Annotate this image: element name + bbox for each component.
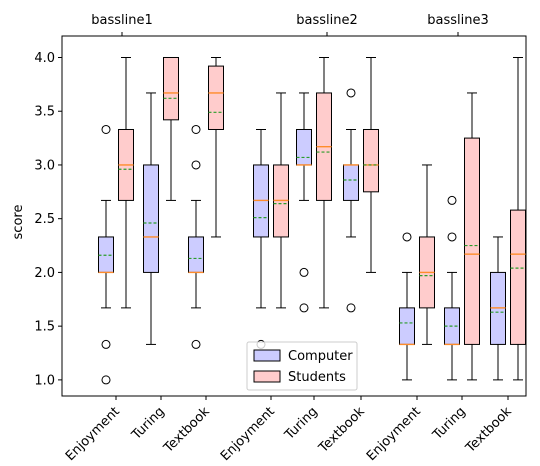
legend-label-computer: Computer <box>288 349 353 364</box>
outlier-point <box>191 160 201 170</box>
box-students <box>363 56 379 273</box>
box-computer <box>343 88 359 313</box>
y-tick-label: 4.0 <box>34 51 55 66</box>
iqr-box <box>208 65 224 130</box>
outlier-point <box>101 375 111 385</box>
iqr-box <box>464 137 480 345</box>
top-group-label: bassline3 <box>427 13 489 28</box>
iqr-box <box>343 164 359 201</box>
box-series <box>98 56 526 385</box>
outlier-point <box>346 88 356 98</box>
box-computer <box>143 92 159 345</box>
box-computer <box>253 128 269 349</box>
box-students <box>273 92 289 309</box>
top-group-label: bassline2 <box>296 13 358 28</box>
outlier-point <box>346 303 356 313</box>
y-tick-label: 1.0 <box>34 373 55 388</box>
y-tick-label: 1.5 <box>34 320 55 335</box>
outlier-point <box>101 339 111 349</box>
iqr-box <box>143 164 159 273</box>
box-students <box>208 56 224 238</box>
x-tick-label: Turing <box>128 404 167 443</box>
outlier-point <box>402 232 412 242</box>
x-tick-label: Textbook <box>161 404 214 457</box>
iqr-box <box>188 236 204 273</box>
box-students <box>316 56 332 309</box>
legend-swatch-computer <box>253 349 281 362</box>
x-tick-label: Enjoyment <box>63 404 123 464</box>
box-computer <box>98 124 114 385</box>
outlier-point <box>101 124 111 134</box>
x-tick-label: Turing <box>429 404 468 443</box>
x-tick-label: Enjoyment <box>218 404 278 464</box>
outlier-point <box>191 124 201 134</box>
box-students <box>464 92 480 381</box>
box-computer <box>296 92 312 313</box>
top-group-label: bassline1 <box>91 13 153 28</box>
box-computer <box>188 124 204 349</box>
y-tick-label: 2.0 <box>34 266 55 281</box>
y-tick-label: 2.5 <box>34 212 55 227</box>
y-tick-label: 3.0 <box>34 158 55 173</box>
x-tick-label: Turing <box>281 404 320 443</box>
box-students <box>163 56 179 201</box>
y-tick-label: 3.5 <box>34 105 55 120</box>
iqr-box <box>399 307 415 345</box>
legend-swatch-students <box>253 370 281 383</box>
outlier-point <box>447 195 457 205</box>
x-tick-label: Enjoyment <box>364 404 424 464</box>
box-students <box>118 56 134 309</box>
y-axis-label: score <box>11 205 26 240</box>
x-tick-label: Textbook <box>316 404 369 457</box>
legend-label-students: Students <box>288 370 346 385</box>
box-students <box>419 164 435 345</box>
plot-frame <box>61 35 527 397</box>
iqr-box <box>163 56 179 121</box>
box-computer <box>444 195 460 381</box>
box-students <box>510 56 526 381</box>
top-axis-group-labels: bassline1 bassline2 bassline3 <box>91 13 489 36</box>
iqr-box <box>363 128 379 193</box>
outlier-point <box>299 303 309 313</box>
outlier-point <box>191 339 201 349</box>
iqr-box <box>296 128 312 166</box>
box-computer <box>399 232 415 381</box>
outlier-point <box>299 267 309 277</box>
iqr-box <box>510 209 526 345</box>
legend: Computer Students <box>246 341 358 391</box>
x-tick-label: Textbook <box>463 404 516 457</box>
outlier-point <box>447 232 457 242</box>
box-computer <box>490 236 506 381</box>
